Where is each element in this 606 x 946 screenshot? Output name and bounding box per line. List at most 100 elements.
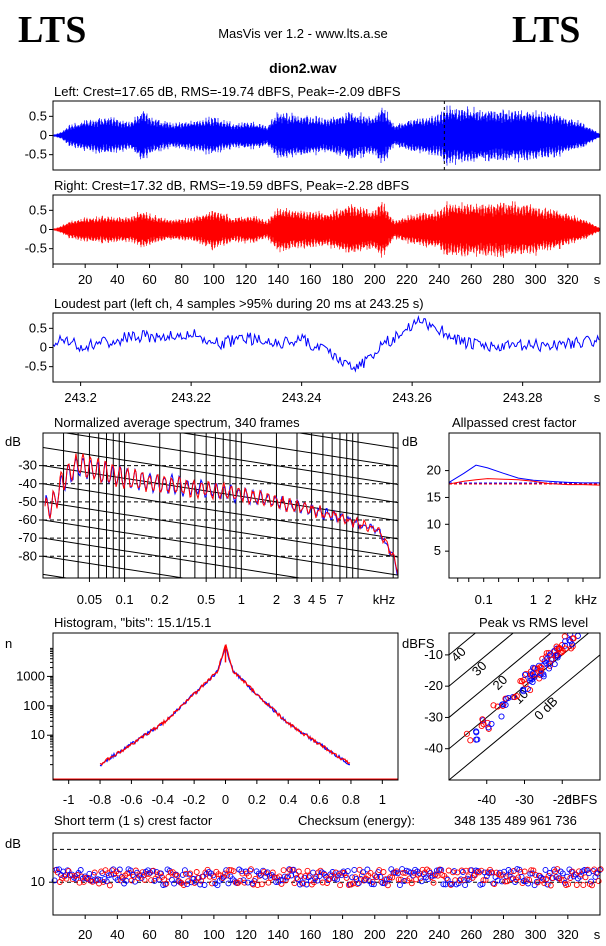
short-term-point-right [291, 880, 298, 887]
x-tick-label: 20 [78, 272, 92, 287]
short-term-point-right [311, 879, 317, 886]
peak-rms-point [529, 670, 536, 677]
x-tick-label: 160 [300, 927, 322, 942]
short-term-point-right [248, 866, 254, 873]
crest-line-label: 20 [490, 672, 511, 693]
x-tick-label: 120 [235, 272, 257, 287]
y-tick-label: -20 [424, 678, 443, 693]
x-tick-label: 320 [557, 927, 579, 942]
y-tick-label: -40 [424, 741, 443, 756]
y-tick-label: 0.5 [29, 320, 47, 335]
y-tick-label: 0 [40, 222, 47, 237]
short-term-point-left [162, 881, 169, 888]
short-term-point-left [351, 866, 358, 873]
checksum-value: 348 135 489 961 736 [454, 813, 577, 828]
short-term-point-right [528, 867, 535, 874]
short-term-point-right [567, 875, 574, 881]
short-term-point-right [480, 877, 487, 884]
x-tick-label: 243.22 [171, 390, 211, 405]
short-term-point-right [395, 876, 402, 883]
short-term-point-right [252, 875, 259, 882]
y-tick-label: 0 [40, 340, 47, 355]
x-tick-label: -0.6 [120, 792, 142, 807]
peak-rms-point [522, 681, 529, 688]
short-term-point-right [278, 880, 285, 887]
short-term-point-left [529, 870, 536, 877]
histogram-panel: Histogram, "bits": 15.1/15.1 n 100010010… [5, 615, 399, 807]
short-term-point-right [450, 869, 456, 876]
short-term-crest-panel: Short term (1 s) crest factor Checksum (… [5, 813, 604, 942]
x-tick-label: 140 [267, 927, 289, 942]
y-tick-label: -30 [18, 458, 37, 473]
short-term-point-left [466, 876, 473, 883]
short-term-point-right [245, 873, 252, 880]
x-tick-label: 0.5 [197, 592, 215, 607]
short-term-point-right [406, 875, 413, 882]
peak-rms-point [467, 737, 474, 744]
crest-line-label: 30 [469, 658, 490, 679]
x-tick-label: 1 [238, 592, 245, 607]
histogram-trace-right [99, 644, 351, 766]
short-term-point-left [214, 882, 221, 889]
short-term-point-right [549, 875, 556, 882]
y-tick-label: 0.5 [29, 202, 47, 217]
spectrum-slope-line [296, 433, 398, 449]
short-term-point-right [300, 880, 307, 887]
x-tick-label: -30 [515, 792, 534, 807]
short-term-point-left [459, 869, 466, 875]
app-title: MasVis ver 1.2 - www.lts.a.se [218, 26, 388, 41]
x-tick-label: 20 [78, 927, 92, 942]
short-term-point-right [65, 868, 72, 875]
short-term-point-left [290, 866, 297, 873]
short-term-point-left [294, 876, 301, 883]
peak-vs-rms-y-label: dBFS [402, 636, 435, 651]
peak-rms-point [545, 649, 552, 656]
short-term-point-left [512, 879, 519, 885]
short-term-point-right [460, 876, 467, 883]
short-term-crest-title: Short term (1 s) crest factor [54, 813, 213, 828]
short-term-point-left [496, 869, 503, 876]
short-term-point-right [258, 881, 265, 888]
peak-rms-point [529, 678, 536, 686]
short-term-point-left [457, 876, 464, 883]
peak-rms-point [531, 673, 538, 680]
peak-vs-rms-title: Peak vs RMS level [479, 615, 588, 630]
short-term-point-right [224, 872, 231, 879]
x-tick-label: 40 [110, 927, 124, 942]
y-tick-label: 10 [31, 874, 45, 889]
short-term-point-left [53, 866, 60, 873]
peak-rms-point [478, 722, 485, 730]
short-term-point-left [86, 870, 93, 877]
short-term-point-right [287, 867, 294, 873]
short-term-point-left [370, 881, 377, 888]
short-term-point-left [64, 867, 71, 874]
peak-rms-point [521, 671, 529, 678]
x-tick-label: 180 [332, 927, 354, 942]
short-term-point-right [478, 867, 485, 874]
short-term-point-right [285, 873, 291, 880]
short-term-point-right [397, 876, 404, 883]
short-term-point-right [295, 868, 302, 875]
short-term-point-right [241, 879, 248, 886]
short-term-point-left [325, 877, 332, 884]
x-tick-label: 80 [174, 272, 188, 287]
x-tick-label: 200 [364, 927, 386, 942]
peak-rms-point [558, 642, 566, 649]
short-term-point-left [108, 871, 115, 878]
x-tick-label: 320 [557, 272, 579, 287]
short-term-point-left [171, 880, 178, 887]
short-term-point-left [401, 878, 408, 884]
short-term-point-right [578, 871, 585, 878]
peak-rms-point [480, 721, 487, 728]
short-term-point-right [502, 878, 509, 885]
peak-rms-point [568, 641, 576, 648]
short-term-point-right [298, 873, 304, 880]
crest-line [449, 633, 477, 656]
x-tick-label: -40 [477, 792, 496, 807]
short-term-point-right [452, 877, 459, 884]
x-tick-label: 280 [493, 272, 515, 287]
short-term-point-right [115, 870, 122, 877]
short-term-point-right [143, 870, 150, 877]
short-term-point-right [256, 872, 263, 879]
short-term-point-left [494, 877, 501, 884]
